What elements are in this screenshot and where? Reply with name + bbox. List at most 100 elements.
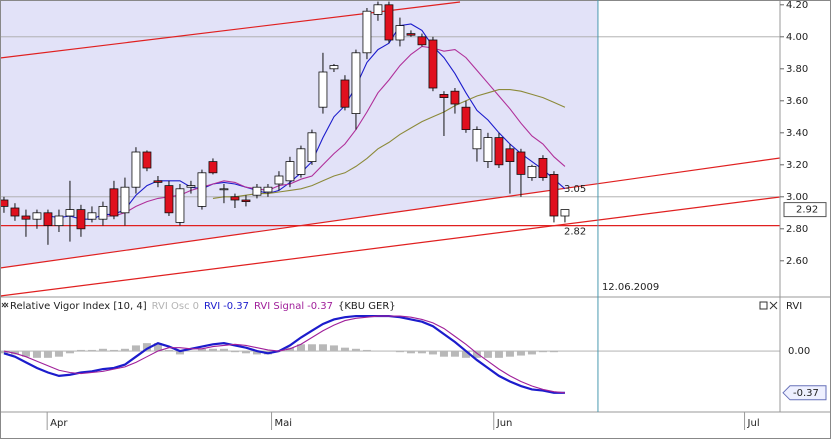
y-tick-label: 4.20 [786,0,808,11]
price-tag [783,202,827,218]
candle-body [461,106,471,130]
osc-bar [505,351,514,357]
candle-body [109,188,119,217]
candle-body [472,129,482,150]
candle-body [164,185,174,214]
osc-bar [494,351,503,358]
candle-body [142,151,152,169]
candle-body [197,172,207,207]
candle-body [494,137,504,166]
osc-bar [428,351,437,355]
osc-bar [307,344,316,352]
candle-body [373,4,383,15]
candle-body [527,165,537,178]
y-tick-label: 3.40 [786,128,808,139]
candle-body [219,188,229,191]
osc-bar [296,344,305,352]
osc-bar [461,351,470,358]
osc-bar [472,351,481,358]
candle-body [120,186,130,214]
candle-body [406,33,416,36]
candle-body [0,199,9,207]
legend-signal-value: -0.37 [307,301,333,312]
candle-body [10,207,20,217]
osc-bar [219,348,228,352]
osc-bar [208,348,217,352]
osc-bar [109,349,118,352]
y-tick-label: 3.80 [786,64,808,75]
rvi-title: Relative Vigor Index [10, 4] [10,301,147,312]
candle-body [329,65,339,70]
osc-bar [549,351,558,353]
osc-bar [362,349,371,352]
osc-bar [439,351,448,357]
rvi-axis-label: RVI [786,301,802,312]
candle-body [32,212,42,220]
rvi-subtitle: {KBU GER} [338,301,396,312]
candle-body [76,209,86,230]
osc-bar [87,349,96,352]
rvi-line [3,315,566,394]
price-tag-label: 2.92 [796,205,818,216]
candle-body [54,215,64,226]
osc-bar [230,351,239,353]
moving-average [212,89,566,199]
rvi-line [3,314,565,394]
candle-body [395,25,405,41]
osc-bar [98,348,107,352]
candle-body [252,186,262,196]
candle-body [384,4,394,41]
legend-signal-name: RVI Signal [254,301,304,312]
osc-bar [54,351,63,357]
osc-bar [516,351,525,356]
candle-body [65,209,75,217]
x-tick-label: Jun [496,418,513,429]
osc-bar [538,351,547,353]
y-tick-label: 3.60 [786,96,808,107]
x-tick-label: Mai [275,418,293,429]
osc-bar [175,351,184,355]
osc-bar [164,349,173,352]
trend-line [0,1,461,59]
date-marker-label: 12.06.2009 [602,282,659,293]
candle-body [417,36,427,46]
osc-bar [340,347,349,352]
osc-bar [76,349,85,352]
candle-body [230,196,240,201]
candle-body [439,94,449,99]
osc-bar [10,351,19,355]
trend-line [0,157,781,269]
candle-body [307,132,317,163]
osc-bar [32,351,41,358]
candle-body [505,148,515,163]
osc-bar [406,351,415,354]
moving-average [47,23,566,220]
legend-rvi-name: RVI [204,301,220,312]
candle-body [186,185,196,188]
rvi-tag-label: -0.37 [793,388,819,399]
osc-bar [197,348,206,352]
candle-body [208,161,218,174]
y-tick-label: 0.00 [788,346,810,357]
osc-bar [395,351,404,353]
close-button[interactable] [769,301,778,310]
candle-body [318,71,328,108]
y-tick-label: 2.60 [786,256,808,267]
osc-bar [65,351,74,354]
osc-bar [318,344,327,352]
maximize-button[interactable] [759,301,768,310]
candle-body [483,137,493,163]
x-tick-label: Apr [50,418,68,429]
y-tick-label: 4.00 [786,32,808,43]
osc-bar [483,351,492,358]
candle-body [285,161,295,182]
candle-body [351,52,361,114]
candle-body [175,188,185,223]
osc-bar [241,351,250,354]
y-tick-label: 3.20 [786,160,808,171]
candle-body [274,175,284,185]
candle-body [241,199,251,202]
osc-bar [329,345,338,352]
osc-bar [351,348,360,352]
